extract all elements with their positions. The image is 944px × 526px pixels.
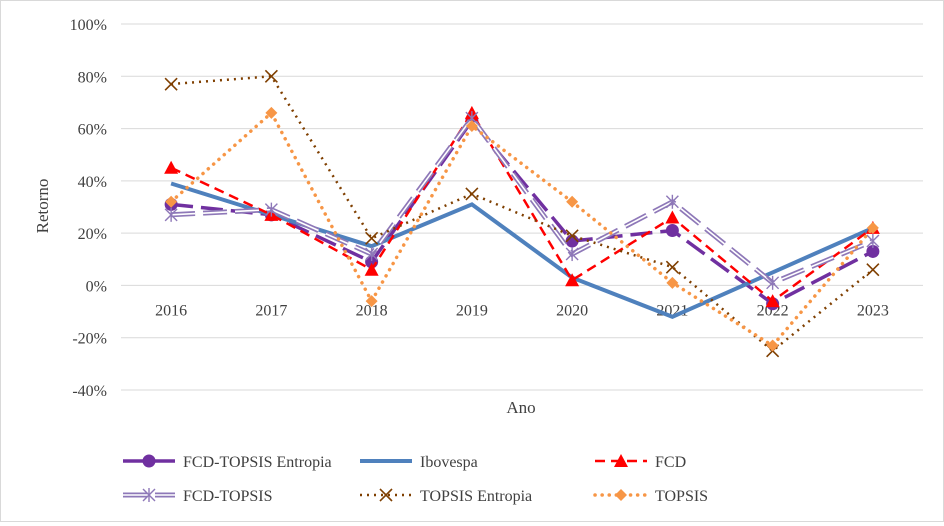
legend-item-topsis-entropia: TOPSIS Entropia [360, 488, 532, 505]
data-point-fcd [565, 273, 580, 287]
data-point-fcd-topsis-entropia [565, 234, 579, 248]
legend-item-ibovespa: Ibovespa [360, 454, 478, 471]
x-axis-label: Ano [506, 398, 535, 417]
data-point-topsis [866, 221, 879, 234]
series-fcd-topsis [164, 111, 880, 290]
series-topsis [165, 106, 879, 352]
data-point-topsis [666, 276, 679, 289]
data-point-topsis [465, 119, 478, 132]
series-line-fcd-topsis-entropia [170, 117, 874, 306]
data-point-fcd [765, 294, 780, 308]
y-tick-label: -20% [72, 331, 107, 348]
data-point-topsis [165, 195, 178, 208]
data-point-fcd [164, 160, 179, 174]
legend-marker-fcd [614, 454, 628, 467]
data-point-fcd [364, 262, 379, 276]
y-axis-label: Retorno [33, 179, 52, 234]
data-point-topsis [566, 195, 579, 208]
data-point-topsis-entropia [866, 263, 880, 277]
data-point-topsis-entropia [565, 229, 579, 243]
series-line-topsis [169, 110, 875, 348]
legend-label: TOPSIS [655, 488, 708, 505]
data-point-fcd-topsis [365, 247, 379, 262]
legend: FCD-TOPSIS Entropia Ibovespa FCD FCD-TOPSIS… [123, 454, 708, 505]
legend-item-topsis: TOPSIS [593, 488, 708, 505]
y-tick-label: 80% [78, 69, 107, 86]
data-point-fcd-topsis-entropia [866, 244, 880, 258]
legend-label: FCD-TOPSIS Entropia [183, 454, 332, 471]
legend-marker-fcd-topsis-entropia [142, 454, 156, 468]
x-tick-label: 2023 [857, 302, 889, 319]
legend-marker-topsis-entropia [379, 488, 393, 502]
series-line-fcd-topsis [170, 113, 874, 286]
data-point-topsis-entropia [365, 231, 379, 245]
series-ibovespa [170, 181, 874, 319]
x-tick-label: 2019 [456, 302, 488, 319]
data-point-topsis-entropia [465, 187, 479, 201]
series-line-fcd [170, 110, 874, 303]
y-tick-label: 100% [70, 17, 107, 34]
x-tick-label: 2020 [556, 302, 588, 319]
legend-marker-fcd-topsis [142, 488, 156, 502]
data-point-topsis [766, 339, 779, 352]
x-tick-label: 2016 [155, 302, 187, 319]
data-point-fcd-topsis [164, 207, 178, 222]
data-point-fcd-topsis [565, 247, 579, 262]
legend-label: TOPSIS Entropia [420, 488, 532, 505]
data-point-fcd-topsis-entropia [665, 224, 679, 238]
y-tick-label: 20% [78, 226, 107, 243]
data-point-fcd-topsis [665, 194, 679, 209]
data-point-topsis [365, 295, 378, 308]
legend-item-fcd-topsis-entropia: FCD-TOPSIS Entropia [123, 454, 332, 471]
data-point-topsis-entropia [665, 260, 679, 274]
legend-marker-topsis [615, 489, 627, 501]
x-tick-label: 2018 [356, 302, 388, 319]
y-tick-label: -40% [72, 383, 107, 400]
series-line-ibovespa [170, 181, 874, 319]
data-point-topsis-entropia [264, 69, 278, 83]
y-tick-label: 40% [78, 174, 107, 191]
legend-label: FCD [655, 454, 686, 471]
x-tick-label: 2022 [757, 302, 789, 319]
data-point-fcd-topsis [766, 275, 780, 290]
data-point-topsis [265, 106, 278, 119]
data-point-fcd [665, 210, 680, 224]
legend-label: Ibovespa [420, 454, 478, 471]
y-tick-label: 0% [86, 278, 107, 295]
data-point-fcd-topsis [264, 202, 278, 217]
legend-label: FCD-TOPSIS [183, 488, 273, 505]
x-tick-label: 2017 [255, 302, 287, 319]
series-lines [164, 69, 880, 358]
series-line-topsis-entropia [171, 74, 874, 353]
y-axis-tick-labels: -40% -20% 0% 20% 40% 60% 80% 100% [70, 17, 107, 400]
y-tick-label: 60% [78, 122, 107, 139]
legend-item-fcd-topsis: FCD-TOPSIS [123, 488, 273, 505]
legend-item-fcd: FCD [595, 454, 686, 471]
data-point-topsis-entropia [164, 77, 178, 91]
data-point-fcd-topsis [866, 233, 880, 248]
